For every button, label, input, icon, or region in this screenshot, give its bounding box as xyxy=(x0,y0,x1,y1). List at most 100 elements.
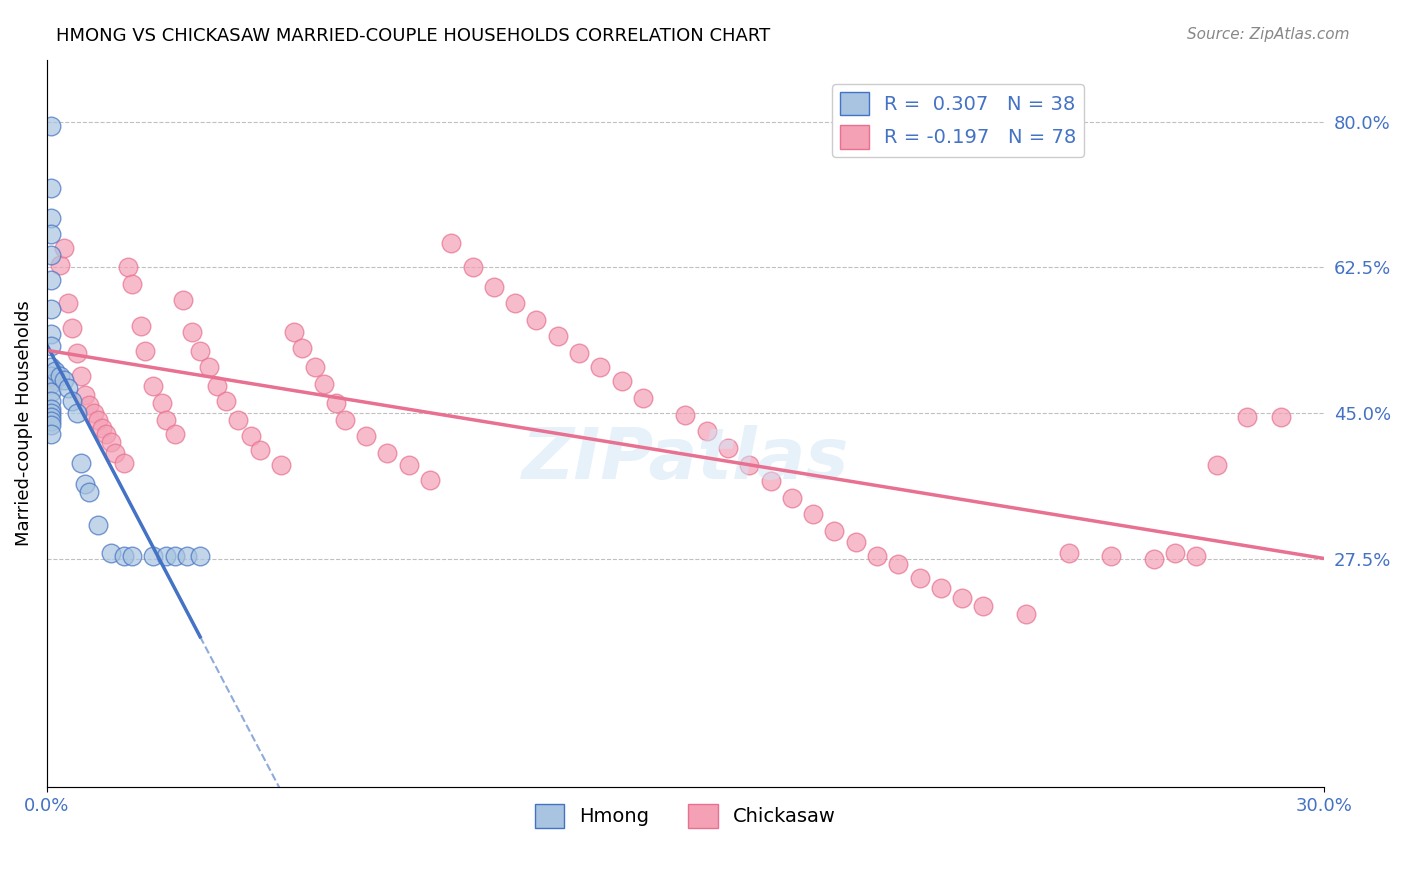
Point xyxy=(39,410,62,425)
Point xyxy=(696,425,718,439)
Point xyxy=(39,227,62,242)
Point xyxy=(39,393,62,408)
Point xyxy=(52,373,75,387)
Point xyxy=(333,412,356,426)
Point xyxy=(780,491,803,505)
Point xyxy=(205,379,228,393)
Point xyxy=(568,346,591,360)
Point xyxy=(176,549,198,563)
Point xyxy=(66,346,89,360)
Point xyxy=(673,408,696,422)
Point xyxy=(44,364,66,378)
Point xyxy=(39,401,62,416)
Point xyxy=(738,458,761,472)
Point xyxy=(56,296,79,310)
Point xyxy=(1206,458,1229,472)
Point xyxy=(121,277,143,292)
Point xyxy=(929,581,952,595)
Point xyxy=(79,398,101,412)
Point xyxy=(134,343,156,358)
Point xyxy=(66,406,89,420)
Point xyxy=(547,329,569,343)
Point xyxy=(887,558,910,572)
Point xyxy=(312,376,335,391)
Point xyxy=(155,549,177,563)
Point xyxy=(180,325,202,339)
Point xyxy=(377,446,399,460)
Point xyxy=(150,396,173,410)
Point xyxy=(845,534,868,549)
Point xyxy=(1057,546,1080,560)
Point xyxy=(1185,549,1208,563)
Text: HMONG VS CHICKASAW MARRIED-COUPLE HOUSEHOLDS CORRELATION CHART: HMONG VS CHICKASAW MARRIED-COUPLE HOUSEH… xyxy=(56,27,770,45)
Point xyxy=(52,241,75,255)
Point xyxy=(44,373,66,387)
Point xyxy=(142,379,165,393)
Point xyxy=(75,387,97,401)
Point xyxy=(142,549,165,563)
Point xyxy=(39,301,62,316)
Point xyxy=(104,446,127,460)
Point xyxy=(283,325,305,339)
Point xyxy=(70,456,93,470)
Text: Source: ZipAtlas.com: Source: ZipAtlas.com xyxy=(1187,27,1350,42)
Point xyxy=(270,458,292,472)
Point xyxy=(155,412,177,426)
Point xyxy=(759,474,782,488)
Point xyxy=(62,321,84,335)
Point xyxy=(87,518,110,533)
Point xyxy=(461,260,484,275)
Point xyxy=(112,549,135,563)
Point xyxy=(503,296,526,310)
Point xyxy=(801,508,824,522)
Point xyxy=(91,421,114,435)
Point xyxy=(39,368,62,383)
Point xyxy=(39,385,62,400)
Point xyxy=(39,339,62,353)
Legend: Hmong, Chickasaw: Hmong, Chickasaw xyxy=(527,797,844,836)
Point xyxy=(950,591,973,605)
Point xyxy=(398,458,420,472)
Point xyxy=(129,318,152,333)
Point xyxy=(482,279,505,293)
Point xyxy=(39,273,62,287)
Point xyxy=(39,406,62,420)
Point xyxy=(163,549,186,563)
Point xyxy=(1015,607,1038,622)
Point xyxy=(188,549,211,563)
Point xyxy=(1236,410,1258,425)
Point xyxy=(121,549,143,563)
Point xyxy=(215,394,238,409)
Point xyxy=(83,406,105,420)
Point xyxy=(589,360,612,375)
Point xyxy=(39,326,62,341)
Point xyxy=(117,260,139,275)
Point xyxy=(39,376,62,391)
Point xyxy=(39,418,62,433)
Point xyxy=(304,360,326,375)
Point xyxy=(62,393,84,408)
Point xyxy=(972,599,994,613)
Point xyxy=(56,381,79,395)
Point xyxy=(354,429,377,443)
Point xyxy=(325,396,347,410)
Point xyxy=(188,344,211,359)
Point xyxy=(419,473,441,487)
Point xyxy=(717,441,740,455)
Point xyxy=(39,360,62,375)
Point xyxy=(39,248,62,262)
Point xyxy=(39,181,62,195)
Point xyxy=(823,524,845,538)
Point xyxy=(866,549,889,563)
Point xyxy=(112,456,135,470)
Point xyxy=(197,360,219,375)
Point xyxy=(291,341,314,355)
Point xyxy=(1270,410,1292,425)
Point xyxy=(75,476,97,491)
Point xyxy=(100,435,122,450)
Point xyxy=(48,258,70,272)
Point xyxy=(79,485,101,500)
Point xyxy=(96,426,118,441)
Point xyxy=(39,119,62,133)
Y-axis label: Married-couple Households: Married-couple Households xyxy=(15,301,32,546)
